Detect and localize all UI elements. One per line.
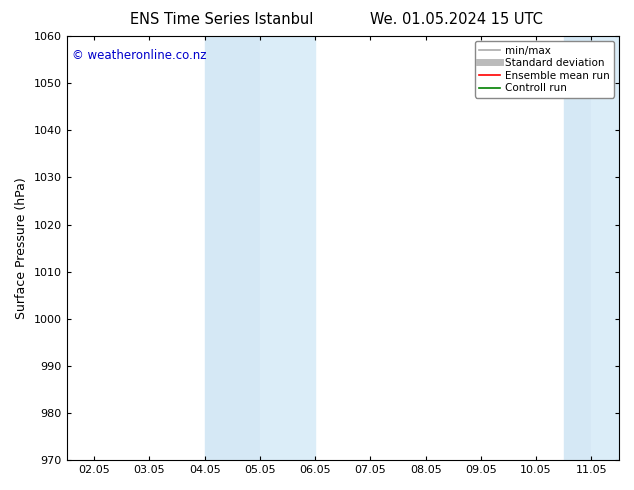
Bar (260, 36, 315, 460)
Bar (205, 36, 260, 460)
Legend: min/max, Standard deviation, Ensemble mean run, Controll run: min/max, Standard deviation, Ensemble me… (475, 41, 614, 98)
Text: ENS Time Series Istanbul: ENS Time Series Istanbul (130, 12, 314, 27)
Bar (564, 36, 592, 460)
Text: We. 01.05.2024 15 UTC: We. 01.05.2024 15 UTC (370, 12, 543, 27)
Bar (592, 36, 619, 460)
Text: © weatheronline.co.nz: © weatheronline.co.nz (72, 49, 207, 62)
Y-axis label: Surface Pressure (hPa): Surface Pressure (hPa) (15, 177, 28, 319)
